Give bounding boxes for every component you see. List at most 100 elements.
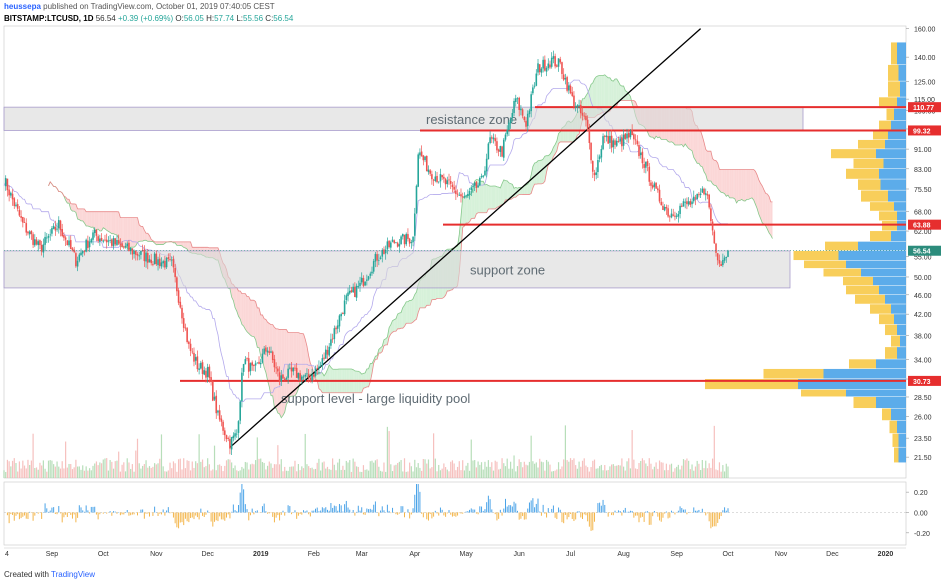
ichimoku-cloud-segment	[91, 211, 94, 228]
x-tick-label: 2019	[253, 551, 269, 558]
candle-body	[448, 179, 450, 181]
level-price-tag	[908, 375, 941, 386]
volume-bar	[131, 464, 133, 478]
candle-body	[297, 372, 300, 379]
volume-bar	[460, 470, 462, 478]
candle-body	[537, 63, 539, 73]
volume-profile-up	[888, 131, 906, 140]
candle-body	[57, 219, 60, 229]
candle-body	[273, 359, 276, 368]
volume-bar	[614, 465, 616, 478]
candle-body	[85, 239, 87, 252]
ichimoku-cloud-segment	[760, 183, 763, 223]
candle-body	[562, 74, 565, 80]
volume-profile-down	[892, 433, 899, 447]
volume-bar	[213, 445, 216, 478]
volume-bar	[323, 461, 325, 478]
candle-body	[246, 358, 248, 360]
candle-body	[340, 313, 342, 317]
ichimoku-cloud-segment	[324, 373, 326, 393]
ichimoku-cloud-segment	[98, 211, 100, 231]
ichimoku-cloud-segment	[510, 183, 513, 200]
candle-body	[227, 438, 230, 439]
volume-bar	[215, 470, 217, 478]
volume-bar	[676, 466, 678, 478]
volume-bar	[390, 464, 392, 478]
volume-profile-down	[843, 276, 873, 286]
volume-bar	[670, 463, 673, 478]
volume-bar	[263, 462, 265, 478]
candle-body	[660, 201, 663, 206]
volume-bar	[112, 468, 115, 478]
volume-bar	[159, 458, 161, 478]
volume-profile-up	[873, 276, 906, 286]
ichimoku-cloud-segment	[603, 74, 605, 113]
volume-bar	[290, 466, 293, 478]
volume-bar	[337, 462, 339, 478]
candle-body	[198, 368, 200, 370]
volume-profile-down	[763, 368, 824, 379]
candle-body	[6, 178, 9, 191]
volume-bar	[212, 469, 214, 478]
candle-body	[667, 208, 669, 217]
ichimoku-cloud-segment	[716, 160, 718, 189]
ichimoku-cloud-segment	[719, 169, 722, 193]
volume-bar	[402, 471, 404, 478]
ichimoku-cloud-segment	[750, 169, 752, 199]
candle-body	[578, 105, 580, 106]
publisher-user[interactable]: heussepa	[4, 2, 41, 11]
volume-bar	[183, 458, 185, 478]
volume-bar	[35, 467, 38, 478]
symbol-name[interactable]: BITSTAMP:LTCUSD, 1D	[4, 14, 94, 23]
volume-bar	[569, 458, 572, 478]
y-tick-label: 26.00	[914, 415, 932, 422]
candle-body	[420, 151, 423, 157]
volume-bar	[316, 462, 318, 478]
volume-bar	[371, 460, 373, 478]
candle-body	[699, 193, 702, 196]
volume-profile-down	[879, 97, 897, 109]
volume-bar	[68, 463, 70, 478]
publish-text: published on TradingView.com, October 01…	[43, 2, 275, 11]
volume-bar	[116, 460, 118, 478]
ichimoku-cloud-segment	[392, 319, 395, 333]
ichimoku-cloud-segment	[248, 296, 251, 336]
x-tick-label: Sep	[670, 551, 683, 558]
volume-bar	[207, 458, 209, 478]
volume-bar	[415, 467, 418, 478]
candle-body	[241, 372, 243, 402]
volume-bar	[537, 467, 539, 478]
volume-bar	[722, 465, 724, 478]
candle-body	[92, 232, 94, 240]
volume-bar	[53, 464, 55, 478]
candle-body	[424, 156, 426, 161]
volume-bar	[128, 462, 130, 478]
volume-bar	[325, 468, 327, 478]
volume-bar	[114, 461, 116, 478]
candle-body	[131, 248, 134, 255]
candle-body	[223, 430, 226, 436]
ichimoku-cloud-segment	[769, 196, 771, 236]
candle-body	[107, 240, 110, 242]
ichimoku-cloud-segment	[731, 169, 734, 198]
volume-bar	[292, 466, 294, 478]
candle-body	[153, 253, 156, 265]
ichimoku-cloud-segment	[394, 318, 396, 332]
candle-body	[583, 115, 586, 117]
candle-body	[610, 135, 613, 148]
volume-bar	[588, 471, 590, 478]
tradingview-logo[interactable]: TradingView	[51, 570, 96, 579]
volume-profile-down	[882, 408, 891, 421]
volume-bar	[518, 459, 520, 478]
ichimoku-cloud-segment	[161, 241, 164, 245]
candle-body	[133, 250, 135, 255]
candle-body	[518, 97, 520, 110]
volume-bar	[304, 433, 306, 478]
volume-bar	[296, 471, 298, 478]
volume-bar	[309, 468, 311, 478]
candle-body	[143, 249, 146, 262]
candle-body	[390, 242, 392, 248]
candle-body	[215, 395, 218, 414]
candle-body	[294, 367, 296, 369]
